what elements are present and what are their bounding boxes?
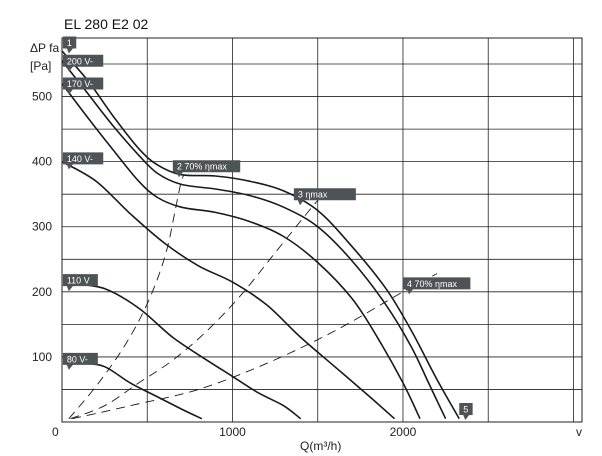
efficiency-lines [68,174,438,420]
voltage-curve-1 [61,50,460,420]
curve-tag-text: 5 [463,404,468,414]
curve-tag-10: 5 [459,402,473,420]
y-tick-label: 200 [32,285,52,299]
y-axis-label-line1: ΔP fa [30,41,59,55]
curve-tag-text: 80 V- [67,354,88,364]
x-axis-extra-label: v [576,425,582,439]
voltage-curve-4 [61,161,396,420]
curve-tag-box [62,77,104,95]
curve-tag-7: 110 V [62,274,98,292]
curve-tags: 1 200 V- 170 V- 140 V- 2 70% ηmax 3 ηmax 110 V… [62,36,473,420]
curve-tag-text: 200 V- [67,56,93,66]
curve-tag-4: 140 V- [62,152,104,170]
curve-tag-text: 170 V- [67,79,93,89]
efficiency-line-2 [70,188,329,420]
voltage-curve-2 [61,60,447,420]
curve-tag-box [62,274,98,292]
y-tick-label: 100 [32,350,52,364]
curve-tag-2: 200 V- [62,54,104,72]
y-tick-label: 400 [32,155,52,169]
curve-tag-box [62,36,77,54]
tick-labels: 1000 2000 100 200 300 400 500 [32,90,417,439]
curve-tag-6: 3 ηmax [293,188,356,206]
y-axis-label-line2: [Pa] [30,59,51,73]
plot-frame [61,37,583,423]
curve-tag-box [62,54,104,72]
curve-tag-box [172,160,241,178]
efficiency-line-1 [68,174,186,419]
curve-tag-text: 110 V [67,276,90,286]
curve-tag-box [459,402,473,420]
voltage-curve-3 [61,83,421,420]
curve-tag-text: 4 70% ηmax [407,279,458,289]
curve-tag-box [293,188,356,206]
x-tick-label: 2000 [390,425,417,439]
efficiency-line-3 [72,273,438,420]
y-tick-label: 500 [32,90,52,104]
curve-tag-box [402,277,471,295]
curve-tag-9: 80 V- [62,352,98,370]
curve-tag-text: 140 V- [67,154,93,164]
curve-tag-text: 3 ηmax [298,190,328,200]
voltage-curves [61,50,460,420]
x-axis-label: Q(m³/h) [300,439,341,453]
curve-tag-8: 4 70% ηmax [402,277,471,295]
voltage-curve-5 [73,283,302,420]
chart-title: EL 280 E2 02 [64,16,149,32]
x-tick-label: 1000 [219,425,246,439]
curve-tag-3: 170 V- [62,77,104,95]
curve-tag-1: 1 [62,36,77,54]
curve-tag-text: 1 [67,38,72,48]
curve-tag-box [62,352,98,370]
x-origin-tick: 0 [52,425,59,439]
curve-tag-box [62,152,104,170]
curve-tag-5: 2 70% ηmax [172,160,241,178]
curve-tag-text: 2 70% ηmax [177,162,228,172]
y-tick-label: 300 [32,220,52,234]
voltage-curve-6 [84,362,203,420]
